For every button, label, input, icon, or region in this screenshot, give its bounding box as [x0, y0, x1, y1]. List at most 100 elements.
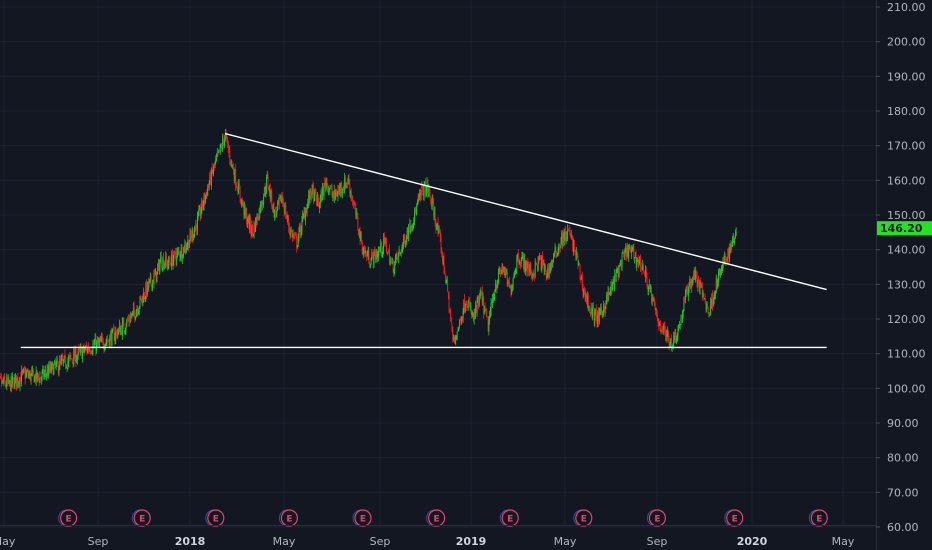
candle-body	[330, 186, 332, 188]
candle-body	[470, 306, 472, 314]
candle-body	[506, 272, 507, 275]
candle-body	[180, 247, 182, 258]
candle-body	[553, 254, 555, 260]
candle-body	[688, 284, 690, 293]
earnings-marker[interactable]: E	[352, 509, 372, 527]
candle-body	[484, 307, 486, 309]
candle-body	[233, 171, 235, 181]
candle-body	[208, 183, 210, 189]
candle-body	[440, 237, 442, 253]
candle-body	[480, 292, 482, 297]
candle-body	[27, 372, 29, 377]
y-tick-label: 190.00	[887, 70, 926, 83]
earnings-marker[interactable]: E	[573, 509, 593, 527]
candle-body	[216, 156, 217, 160]
candle-body	[483, 299, 485, 315]
candle-body	[18, 381, 20, 385]
candle-body	[338, 186, 340, 191]
candle-body	[73, 351, 75, 365]
candle-body	[599, 308, 601, 311]
candle-body	[642, 264, 644, 271]
candle-body	[277, 201, 279, 206]
candle-body	[383, 236, 385, 245]
candle-body	[582, 285, 584, 295]
candle-body	[357, 217, 359, 229]
y-axis[interactable]: 210.00 200.00 190.00 180.00 170.00 160.00 150.…	[876, 1, 926, 534]
candle-body	[12, 377, 14, 383]
candle-body	[17, 376, 19, 384]
y-tick-label: 210.00	[887, 1, 926, 14]
x-axis[interactable]: May Sep 2018 May Sep 2019 May Sep 2020 May	[0, 535, 855, 548]
candle-body	[43, 373, 45, 377]
candle-body	[313, 187, 315, 202]
candle-body	[242, 202, 244, 206]
candle-body	[630, 249, 632, 253]
candle-body	[432, 199, 434, 203]
candle-body	[246, 211, 248, 225]
candle-body	[637, 258, 639, 264]
earnings-marker[interactable]: E	[131, 509, 151, 527]
candle-body	[363, 248, 365, 254]
earnings-marker[interactable]: E	[646, 509, 667, 527]
candle-body	[179, 252, 181, 257]
candle-body	[26, 372, 28, 375]
earnings-marker[interactable]: E	[724, 509, 744, 527]
earnings-marker[interactable]: E	[499, 509, 519, 527]
trendlines	[20, 132, 827, 349]
candle-body	[411, 225, 413, 229]
candle-body	[191, 230, 193, 238]
candle-body	[535, 262, 537, 264]
candle-body	[552, 260, 554, 264]
candle-body	[497, 281, 499, 287]
x-tick-label: 2020	[737, 535, 768, 548]
candle-body	[61, 359, 63, 360]
candle-body	[106, 341, 108, 342]
candle-body	[143, 293, 145, 298]
candle-body	[419, 191, 421, 198]
candle-body	[36, 370, 38, 379]
candle-body	[141, 296, 143, 301]
earnings-marker[interactable]: E	[426, 509, 446, 527]
candle-body	[519, 262, 521, 265]
candle-body	[379, 250, 381, 252]
y-tick-label: 120.00	[887, 313, 926, 326]
candle-body	[189, 232, 191, 242]
candle-body	[13, 380, 15, 388]
candle-body	[135, 316, 137, 319]
candle-body	[666, 334, 668, 342]
candle-body	[12, 377, 14, 379]
candle-body	[554, 247, 556, 253]
earnings-marker[interactable]: E	[278, 509, 298, 527]
candle-body	[382, 248, 384, 254]
candle-body	[683, 301, 685, 312]
candle-body	[307, 202, 309, 206]
candle-body	[454, 338, 456, 340]
candle-body	[565, 236, 567, 240]
candle-body	[121, 327, 123, 335]
candle-body	[302, 214, 304, 216]
earnings-marker[interactable]: E	[205, 509, 225, 527]
candle-body	[187, 239, 189, 246]
earnings-label: E	[816, 515, 822, 525]
candle-body	[723, 255, 725, 264]
earnings-marker[interactable]: E	[58, 509, 78, 527]
candle-body	[350, 191, 352, 197]
candle-body	[224, 138, 226, 145]
candle-body	[624, 249, 626, 257]
candle-body	[411, 225, 413, 228]
candle-body	[221, 138, 223, 150]
candle-body	[63, 356, 65, 362]
candle-body	[377, 254, 379, 257]
candle-body	[445, 282, 447, 284]
candle-body	[144, 296, 146, 300]
candle-body	[405, 242, 407, 247]
candle-body	[305, 212, 307, 214]
candle-body	[26, 371, 28, 373]
candle-body	[348, 177, 350, 185]
earnings-marker[interactable]: E	[808, 509, 828, 527]
candle-body	[645, 270, 647, 278]
candle-body	[678, 325, 680, 329]
descending-resistance-line[interactable]	[224, 132, 827, 291]
candle-body	[435, 220, 437, 230]
